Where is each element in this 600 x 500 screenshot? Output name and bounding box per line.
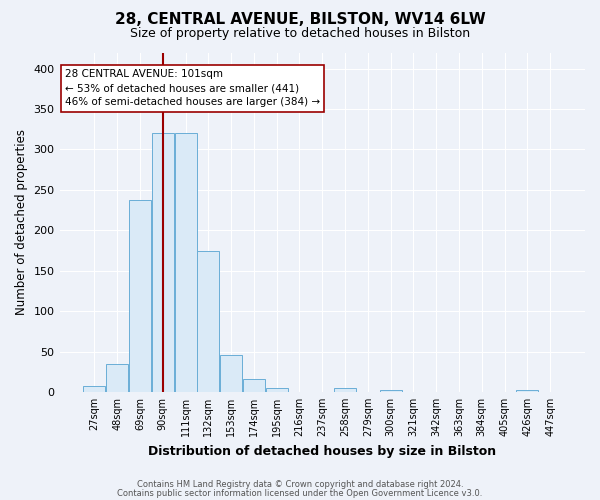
Bar: [129, 200, 151, 392]
Text: Contains public sector information licensed under the Open Government Licence v3: Contains public sector information licen…: [118, 489, 482, 498]
Bar: [380, 390, 401, 392]
Text: 28, CENTRAL AVENUE, BILSTON, WV14 6LW: 28, CENTRAL AVENUE, BILSTON, WV14 6LW: [115, 12, 485, 28]
Bar: [517, 390, 538, 392]
Bar: [175, 134, 197, 392]
Bar: [220, 355, 242, 392]
Bar: [334, 388, 356, 392]
Bar: [83, 386, 106, 392]
Text: Contains HM Land Registry data © Crown copyright and database right 2024.: Contains HM Land Registry data © Crown c…: [137, 480, 463, 489]
Bar: [266, 388, 287, 392]
Bar: [106, 364, 128, 392]
Bar: [243, 379, 265, 392]
Bar: [152, 134, 174, 392]
Bar: [197, 250, 219, 392]
X-axis label: Distribution of detached houses by size in Bilston: Distribution of detached houses by size …: [148, 444, 496, 458]
Text: Size of property relative to detached houses in Bilston: Size of property relative to detached ho…: [130, 28, 470, 40]
Text: 28 CENTRAL AVENUE: 101sqm
← 53% of detached houses are smaller (441)
46% of semi: 28 CENTRAL AVENUE: 101sqm ← 53% of detac…: [65, 70, 320, 108]
Y-axis label: Number of detached properties: Number of detached properties: [15, 129, 28, 315]
